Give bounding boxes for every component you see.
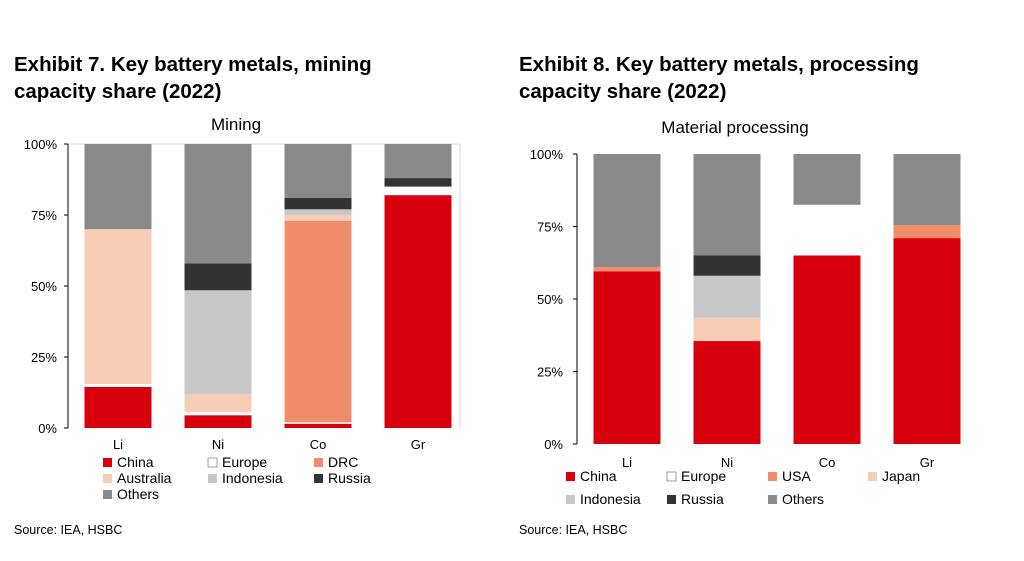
left-legend-label-australia: Australia [117, 470, 172, 486]
left-bar-co-china [284, 423, 352, 428]
left-chart-title: Mining [211, 115, 261, 134]
right-legend-label-china: China [580, 468, 617, 484]
right-chart-title: Material processing [661, 118, 808, 137]
left-bar-ni-australia [184, 393, 252, 413]
right-bar-ni-indonesia [693, 275, 761, 318]
right-bar-li-others [593, 154, 661, 268]
left-legend-swatch-drc [314, 458, 323, 467]
right-legend-swatch-china [566, 472, 575, 481]
right-bar-li-china [593, 271, 661, 444]
right-bar-co-others [793, 154, 861, 205]
right-y-tick-label: 50% [537, 292, 563, 307]
left-legend-label-china: China [117, 454, 154, 470]
left-exhibit-title-line1: Exhibit 7. Key battery metals, mining [14, 53, 372, 76]
left-category-label: Gr [411, 437, 426, 452]
left-legend-label-russia: Russia [328, 470, 371, 486]
left-legend-swatch-russia [314, 474, 323, 483]
left-legend-label-others: Others [117, 486, 159, 502]
right-legend-swatch-russia [667, 495, 676, 504]
right-bar-ni-others [693, 154, 761, 256]
right-y-tick-label: 100% [530, 147, 564, 162]
left-bar-ni-china [184, 415, 252, 428]
right-bar-gr-usa [893, 225, 961, 239]
left-y-tick-label: 0% [38, 421, 57, 436]
right-category-label: Gr [920, 455, 935, 470]
right-legend-swatch-europe [666, 471, 677, 482]
right-legend-swatch-usa [768, 472, 777, 481]
left-bar-co-australia [284, 215, 352, 221]
right-exhibit-title: Exhibit 8. Key battery metals, processin… [519, 51, 919, 105]
right-legend-label-japan: Japan [882, 468, 920, 484]
left-legend-label-europe: Europe [222, 454, 267, 470]
left-bar-li-china [84, 386, 152, 428]
right-legend-label-russia: Russia [681, 491, 724, 507]
right-bar-gr-china [893, 238, 961, 444]
left-bar-co-europe [284, 422, 352, 424]
right-legend-swatch-indonesia [566, 495, 575, 504]
right-legend-swatch-japan [868, 472, 877, 481]
left-legend-label-indonesia: Indonesia [222, 470, 283, 486]
right-exhibit-title-line2: capacity share (2022) [519, 80, 727, 103]
left-bar-li-australia [84, 229, 152, 384]
left-category-label: Li [113, 437, 123, 452]
left-legend-swatch-australia [103, 474, 112, 483]
left-legend-swatch-others [103, 490, 112, 499]
left-legend-label-drc: DRC [328, 454, 358, 470]
right-source-note: Source: IEA, HSBC [519, 523, 628, 537]
left-y-tick-label: 50% [31, 279, 57, 294]
left-legend-swatch-china [103, 458, 112, 467]
right-legend-label-usa: USA [782, 468, 811, 484]
left-bar-co-drc [284, 220, 352, 423]
left-bar-ni-europe [184, 412, 252, 416]
left-legend-swatch-indonesia [208, 474, 217, 483]
left-legend-swatch-europe [207, 457, 218, 468]
right-bar-li-usa [593, 267, 661, 272]
left-y-tick-label: 25% [31, 350, 57, 365]
left-exhibit-title: Exhibit 7. Key battery metals, mining ca… [14, 51, 372, 105]
right-legend-label-europe: Europe [681, 468, 726, 484]
left-exhibit-title-line2: capacity share (2022) [14, 80, 222, 103]
right-legend-label-others: Others [782, 491, 824, 507]
left-bar-co-russia [284, 197, 352, 210]
left-y-tick-label: 75% [31, 208, 57, 223]
left-bar-ni-indonesia [184, 290, 252, 394]
right-bar-co-china [793, 255, 861, 444]
left-bar-ni-others [184, 144, 252, 264]
right-bar-ni-russia [693, 255, 761, 276]
left-bar-co-others [284, 144, 352, 198]
left-bar-co-indonesia [284, 209, 352, 215]
left-bar-gr-europe [384, 186, 452, 196]
right-y-tick-label: 75% [537, 220, 563, 235]
right-exhibit-title-line1: Exhibit 8. Key battery metals, processin… [519, 53, 919, 76]
right-category-label: Ni [721, 455, 733, 470]
left-bar-li-others [84, 144, 152, 230]
right-legend-label-indonesia: Indonesia [580, 491, 641, 507]
left-bar-ni-russia [184, 263, 252, 291]
right-bar-ni-china [693, 341, 761, 444]
right-category-label: Li [622, 455, 632, 470]
right-bar-ni-japan [693, 317, 761, 342]
right-y-tick-label: 0% [544, 437, 563, 452]
left-category-label: Co [310, 437, 327, 452]
left-y-tick-label: 100% [24, 137, 58, 152]
right-legend-swatch-others [768, 495, 777, 504]
right-bar-co-europe [793, 204, 861, 256]
left-source-note: Source: IEA, HSBC [14, 523, 123, 537]
right-bar-gr-others [893, 154, 961, 226]
right-y-tick-label: 25% [537, 365, 563, 380]
left-bar-gr-others [384, 144, 452, 179]
left-bar-li-europe [84, 383, 152, 387]
left-bar-gr-russia [384, 178, 452, 187]
right-category-label: Co [819, 455, 836, 470]
left-category-label: Ni [212, 437, 224, 452]
left-bar-gr-china [384, 195, 452, 428]
